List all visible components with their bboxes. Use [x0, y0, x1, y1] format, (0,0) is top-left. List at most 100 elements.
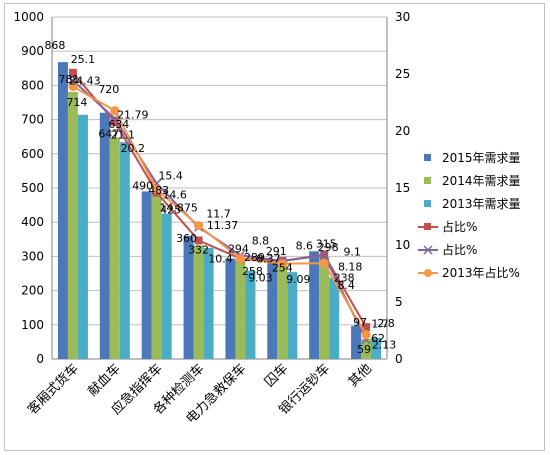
- line-point: [277, 259, 287, 269]
- data-label: 21.79: [117, 109, 149, 122]
- data-label: 9.1: [343, 245, 361, 258]
- legend-marker: [424, 269, 432, 277]
- data-label: 254: [272, 261, 293, 274]
- data-label: 8.4: [337, 279, 355, 292]
- bar: [183, 235, 194, 359]
- data-label: 11.7: [206, 208, 231, 221]
- data-label: 634: [108, 118, 129, 131]
- series-line: [72, 85, 367, 336]
- data-label: 720: [98, 83, 119, 96]
- line-point: [152, 184, 162, 194]
- data-label: 868: [44, 39, 65, 52]
- bar: [77, 114, 88, 359]
- data-label: 8.18: [338, 261, 363, 274]
- legend-label: 2013年需求量: [442, 197, 521, 211]
- bar: [309, 251, 320, 359]
- y-left-tick-label: 800: [21, 78, 44, 92]
- data-label: 24.43: [69, 74, 101, 87]
- bar: [119, 142, 130, 359]
- data-label: 10.4: [208, 252, 233, 265]
- bar: [267, 263, 278, 359]
- line-point: [319, 258, 329, 268]
- line-point: [362, 323, 371, 332]
- legend-label: 占比%: [442, 219, 477, 234]
- data-label: 490: [132, 179, 153, 192]
- data-label: 483: [148, 184, 169, 197]
- bar: [287, 272, 298, 359]
- legend-swatch: [424, 200, 431, 207]
- data-label: 8.8: [252, 235, 270, 248]
- y-left-tick-label: 100: [21, 318, 44, 332]
- bar: [57, 62, 68, 359]
- legend-marker: [424, 223, 431, 230]
- data-label: 647: [98, 128, 119, 141]
- chart-frame: [4, 3, 545, 451]
- data-label: 714: [66, 96, 87, 109]
- bar: [141, 191, 152, 359]
- bar: [277, 259, 288, 359]
- legend-label: 2014年需求量: [442, 174, 521, 188]
- bar: [203, 247, 214, 359]
- y-left-tick-label: 500: [21, 181, 44, 195]
- y-right-tick-label: 10: [395, 238, 410, 252]
- data-label: 14.6: [162, 189, 187, 202]
- data-label: 425: [160, 204, 181, 217]
- data-label: 9.03: [248, 271, 273, 284]
- line-point: [319, 250, 329, 260]
- data-label: 332: [188, 243, 209, 256]
- y-right-tick-label: 20: [395, 124, 410, 138]
- data-label: 97: [353, 316, 367, 329]
- y-right-tick-label: 30: [395, 10, 410, 24]
- bar: [193, 245, 204, 359]
- y-right-tick-label: 5: [395, 295, 403, 309]
- data-label: 14.875: [159, 201, 198, 214]
- data-label: 11.37: [207, 219, 239, 232]
- data-label: 360: [176, 232, 197, 245]
- line-point: [235, 254, 245, 264]
- y-left-tick-label: 600: [21, 147, 44, 161]
- y-left-tick-label: 700: [21, 113, 44, 127]
- y-left-tick-label: 0: [36, 352, 44, 366]
- bar: [67, 91, 78, 359]
- data-label: 62: [371, 332, 385, 345]
- y-left-tick-label: 900: [21, 44, 44, 58]
- data-label: 1.7: [371, 318, 389, 331]
- bar: [225, 258, 236, 359]
- bar: [161, 213, 172, 359]
- bar: [371, 337, 382, 359]
- bar: [109, 137, 120, 359]
- data-label: 8.6: [296, 240, 314, 253]
- y-right-tick-label: 15: [395, 181, 410, 195]
- legend-marker: [423, 245, 433, 255]
- data-label: 15.4: [158, 169, 183, 182]
- legend-swatch: [424, 177, 431, 184]
- bar: [245, 270, 256, 359]
- data-label: 2.8: [377, 317, 395, 330]
- data-label: 20.2: [121, 142, 146, 155]
- line-point: [68, 82, 78, 92]
- legend-label: 2013年占比%: [442, 265, 520, 280]
- data-label: 59: [357, 343, 371, 356]
- bar: [99, 112, 110, 359]
- data-label: 9.09: [286, 273, 311, 286]
- data-label: 289: [244, 251, 265, 264]
- data-label: 781: [58, 73, 79, 86]
- data-label: 294: [228, 242, 249, 255]
- data-label: 25.1: [71, 53, 96, 66]
- data-label: 21.1: [111, 128, 136, 141]
- line-point: [194, 221, 204, 231]
- bar: [151, 193, 162, 359]
- y-right-tick-label: 25: [395, 67, 410, 81]
- line-point: [110, 117, 119, 126]
- data-label: 315: [316, 237, 337, 250]
- category-label: 客厢式货车: [24, 361, 81, 418]
- data-label: 2.13: [372, 339, 397, 352]
- category-label: 囚车: [261, 361, 291, 391]
- legend-label: 2015年需求量: [442, 151, 521, 165]
- category-label: 献血车: [85, 361, 124, 400]
- line-point: [361, 330, 371, 340]
- line-point: [110, 106, 120, 116]
- legend-swatch: [424, 154, 431, 161]
- legend-label: 占比%: [442, 242, 477, 257]
